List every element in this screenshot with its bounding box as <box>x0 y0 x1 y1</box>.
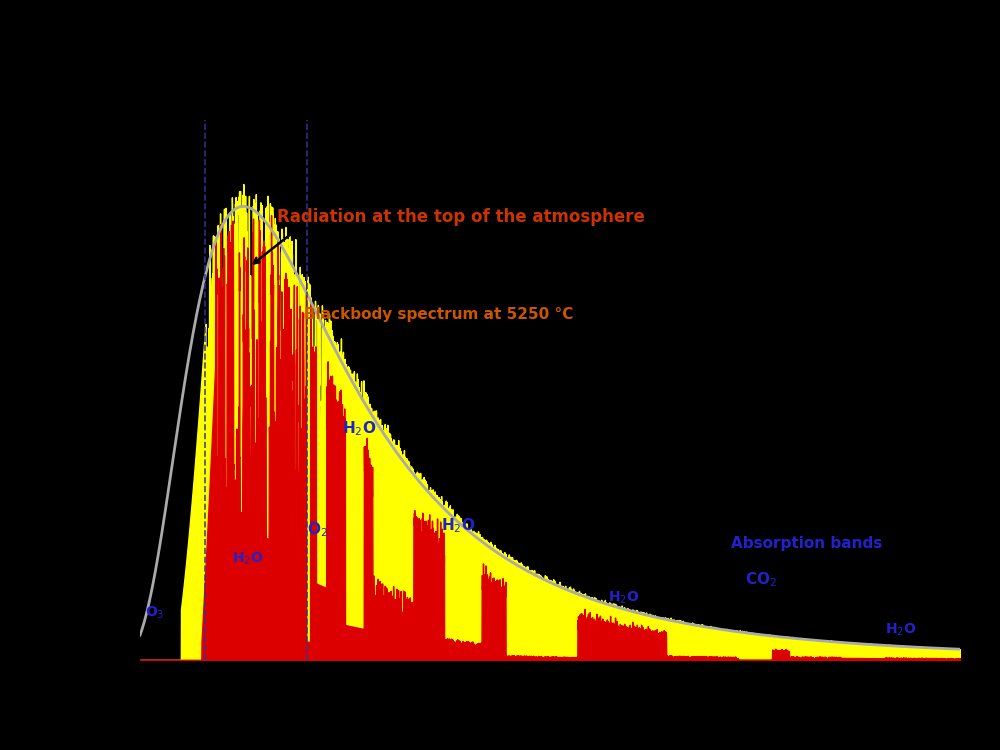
Text: H$_2$O: H$_2$O <box>342 419 376 438</box>
Text: Radiation at the top of the atmosphere: Radiation at the top of the atmosphere <box>277 209 645 226</box>
Text: Blackbody spectrum at 5250 °C: Blackbody spectrum at 5250 °C <box>304 307 573 322</box>
Text: O$_3$: O$_3$ <box>145 604 164 621</box>
Text: H$_2$O: H$_2$O <box>441 517 475 535</box>
Text: Absorption bands: Absorption bands <box>731 536 882 550</box>
Text: H$_2$O: H$_2$O <box>232 550 264 567</box>
Text: O$_2$: O$_2$ <box>307 520 328 539</box>
Text: H$_2$O: H$_2$O <box>885 622 916 638</box>
Text: CO$_2$: CO$_2$ <box>745 571 777 589</box>
Text: H$_2$O: H$_2$O <box>608 590 640 606</box>
